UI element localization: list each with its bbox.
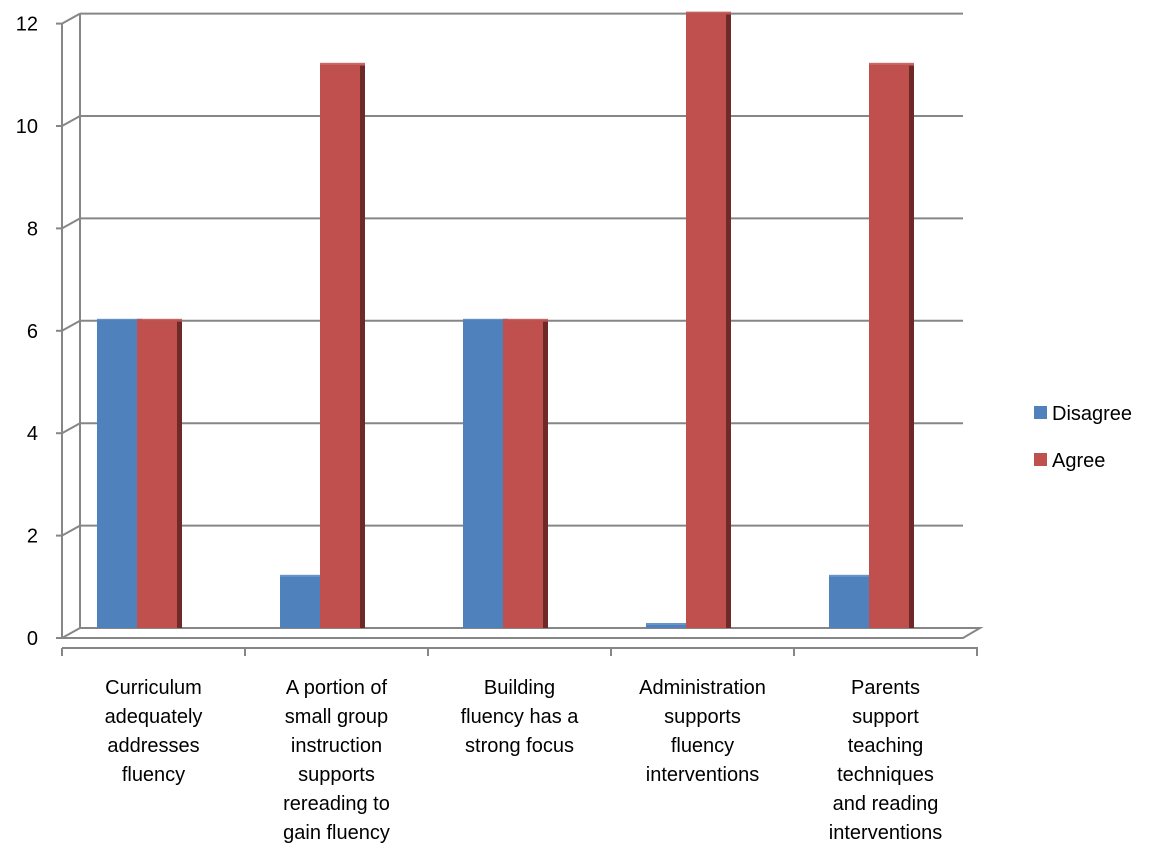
category-label-line: instruction: [291, 735, 382, 757]
bar-agree: [869, 64, 909, 629]
y-axis-tick-labels: 0 2 4 6 8 10 12: [16, 14, 38, 650]
y-tick-label: 0: [27, 628, 38, 650]
y-tick-label: 4: [27, 423, 38, 445]
bar-disagree: [280, 576, 320, 628]
gridline-side: [61, 12, 81, 25]
bar-top: [829, 574, 874, 578]
category-label: Parents support teaching techniques and read…: [829, 677, 942, 844]
bar-side: [360, 64, 365, 629]
bar-side: [177, 320, 182, 628]
category-label-line: supports: [298, 764, 375, 786]
category-label-line: gain fluency: [283, 822, 390, 844]
legend-label: Disagree: [1052, 403, 1132, 425]
category-label-line: strong focus: [465, 735, 574, 757]
category-label-line: and reading: [833, 793, 939, 815]
bars: [97, 11, 914, 629]
category-label-line: rereading to: [283, 793, 390, 815]
bar-top: [97, 318, 142, 322]
bar-top: [646, 623, 691, 626]
bar-top: [137, 318, 182, 322]
bar-side: [543, 320, 548, 628]
category-label-line: fluency: [122, 764, 185, 786]
y-tick-label: 10: [16, 116, 38, 138]
bar-top: [320, 62, 365, 66]
category-label-line: interventions: [829, 822, 942, 844]
category-label: Building fluency has a strong focus: [461, 677, 580, 757]
bar-top: [503, 318, 548, 322]
y-tick-label: 8: [27, 218, 38, 240]
category-label-line: Curriculum: [105, 677, 202, 699]
category-label-line: teaching: [848, 735, 924, 757]
bar-agree: [686, 13, 726, 629]
y-tick-label: 12: [16, 14, 38, 36]
legend-label: Agree: [1052, 450, 1105, 472]
bar-top: [869, 62, 914, 66]
category-label-line: fluency: [671, 735, 734, 757]
y-tick-label: 2: [27, 526, 38, 548]
bar-side: [909, 64, 914, 629]
category-label: Administration supports fluency interventio…: [639, 677, 766, 786]
gridline-side: [61, 319, 81, 332]
category-label-line: Administration: [639, 677, 766, 699]
axes: [56, 22, 984, 656]
gridline-side: [61, 524, 81, 537]
bar-disagree: [463, 320, 503, 628]
y-tick-label: 6: [27, 321, 38, 343]
bar-agree: [137, 320, 177, 628]
legend: Disagree Agree: [1034, 403, 1132, 472]
category-label-line: Parents: [851, 677, 920, 699]
category-label-line: support: [852, 706, 919, 728]
category-label-line: fluency has a: [461, 706, 580, 728]
bar-agree: [503, 320, 543, 628]
category-label-line: A portion of: [286, 677, 388, 699]
category-label-line: interventions: [646, 764, 759, 786]
category-label: A portion of small group instruction suppor…: [283, 677, 390, 844]
bar-agree: [320, 64, 360, 629]
bar-top: [686, 11, 731, 15]
gridline-side: [61, 422, 81, 435]
gridline-side: [61, 217, 81, 230]
chart-floor: [58, 627, 984, 639]
category-label-line: supports: [664, 706, 741, 728]
bar-disagree: [97, 320, 137, 628]
category-label-line: Building: [484, 677, 555, 699]
category-label-line: small group: [285, 706, 388, 728]
bar-side: [726, 13, 731, 629]
bar-top: [463, 318, 508, 322]
bar-disagree: [829, 576, 869, 628]
bar-disagree: [646, 625, 686, 628]
category-label: Curriculum adequately addresses fluency: [105, 677, 203, 786]
bar-top: [280, 574, 325, 578]
category-label-line: adequately: [105, 706, 203, 728]
gridline-side: [61, 115, 81, 127]
legend-swatch: [1034, 453, 1047, 466]
category-label-line: addresses: [107, 735, 199, 757]
x-axis-category-labels: Curriculum adequately addresses fluency A po…: [105, 677, 943, 844]
category-label-line: techniques: [837, 764, 934, 786]
legend-swatch: [1034, 406, 1047, 419]
